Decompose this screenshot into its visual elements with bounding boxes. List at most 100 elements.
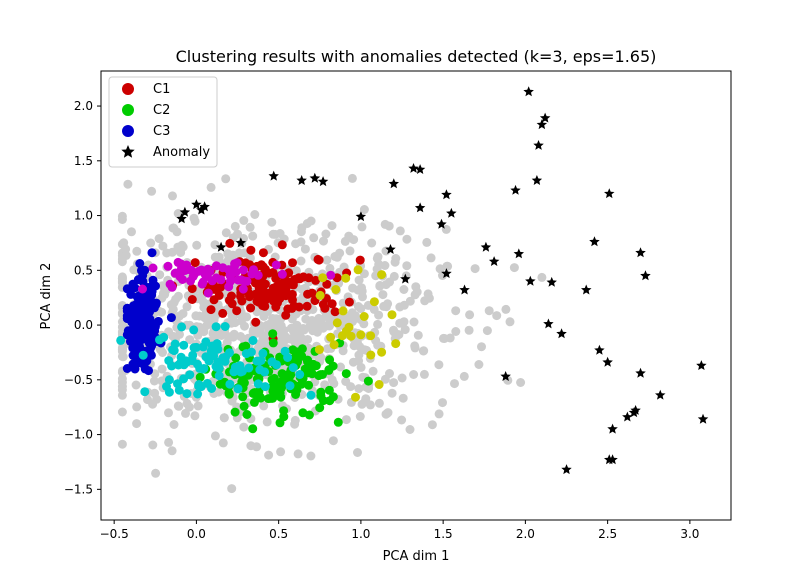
point-background [250, 210, 260, 219]
point-C2 [238, 392, 248, 402]
anomaly-point [594, 344, 605, 355]
x-tick-label: 1.5 [434, 527, 453, 541]
x-axis-label: PCA dim 1 [383, 549, 450, 564]
x-tick-label: 2.5 [598, 527, 617, 541]
point-C3 [145, 306, 155, 315]
point-magenta [211, 261, 221, 271]
point-background [451, 327, 461, 336]
point-background [373, 252, 383, 262]
point-C1 [314, 255, 324, 265]
point-background [357, 222, 367, 232]
anomaly-point [480, 241, 492, 252]
point-C1 [288, 295, 297, 305]
point-background [306, 451, 316, 461]
point-cyan [255, 365, 265, 375]
point-background [195, 293, 205, 302]
point-background [168, 223, 178, 233]
point-background [293, 449, 303, 459]
point-background [229, 331, 239, 340]
point-cyan [179, 374, 189, 384]
point-C2 [268, 338, 278, 348]
anomaly-point [408, 163, 419, 173]
point-background [434, 409, 444, 419]
point-cyan [182, 389, 192, 399]
anomaly-point [179, 206, 191, 217]
point-cyan [248, 336, 258, 345]
point-background [245, 222, 255, 232]
point-background [155, 270, 165, 280]
point-background [477, 342, 486, 352]
point-C2 [253, 392, 263, 402]
point-C2 [284, 370, 294, 380]
point-C2 [266, 393, 276, 403]
point-yellow [366, 350, 376, 360]
point-background [147, 186, 157, 196]
anomaly-point [604, 188, 615, 199]
point-background [117, 347, 127, 356]
point-cyan [285, 381, 295, 391]
point-background [387, 388, 397, 398]
point-magenta [242, 276, 252, 286]
point-background [368, 366, 378, 376]
point-cyan [241, 349, 251, 359]
point-C1 [277, 240, 287, 250]
point-C2 [292, 385, 302, 395]
point-C1 [254, 295, 264, 305]
point-background [236, 332, 246, 341]
point-background [354, 356, 364, 366]
point-C1 [190, 258, 200, 268]
point-cyan [176, 352, 186, 362]
point-background [413, 330, 423, 340]
point-background [322, 255, 332, 265]
point-C2 [275, 352, 285, 362]
point-background [300, 244, 310, 254]
point-C2 [363, 376, 373, 386]
point-background [516, 378, 526, 387]
point-background [127, 227, 136, 237]
point-C1 [214, 290, 224, 300]
anomaly-point [536, 119, 548, 130]
point-C2 [268, 329, 278, 339]
point-C3 [122, 314, 132, 324]
point-background [419, 369, 429, 379]
point-C1 [311, 275, 321, 285]
anomaly-point [556, 328, 567, 339]
point-background [272, 318, 282, 328]
point-background [359, 205, 369, 214]
anomaly-markers [176, 86, 709, 475]
anomaly-point [441, 268, 452, 278]
point-background [397, 373, 407, 383]
point-yellow [341, 273, 351, 283]
point-background [395, 302, 405, 312]
point-background [239, 216, 249, 225]
point-background [492, 311, 502, 321]
legend-label-anomaly: Anomaly [153, 145, 210, 160]
point-background [427, 420, 437, 430]
point-C1 [327, 299, 337, 309]
point-background [131, 380, 141, 390]
point-background [154, 234, 164, 244]
anomaly-point [500, 371, 511, 381]
point-background [192, 240, 202, 250]
point-C2 [231, 353, 241, 363]
point-background [219, 413, 229, 423]
point-background [146, 238, 156, 248]
point-background [353, 448, 362, 457]
point-background [276, 447, 286, 457]
anomaly-point [176, 213, 187, 224]
point-cyan [189, 343, 199, 353]
point-background [459, 371, 469, 381]
anomaly-point [525, 275, 536, 286]
anomaly-point [607, 454, 618, 465]
point-magenta [271, 260, 281, 270]
point-background [199, 302, 209, 312]
point-C1 [258, 262, 268, 272]
point-C1 [232, 306, 242, 316]
point-background [119, 238, 129, 248]
point-cyan [237, 366, 247, 376]
point-C2 [314, 371, 324, 381]
point-background [465, 310, 475, 320]
point-background [168, 191, 177, 201]
point-cyan [212, 339, 222, 349]
anomaly-point [533, 140, 544, 150]
